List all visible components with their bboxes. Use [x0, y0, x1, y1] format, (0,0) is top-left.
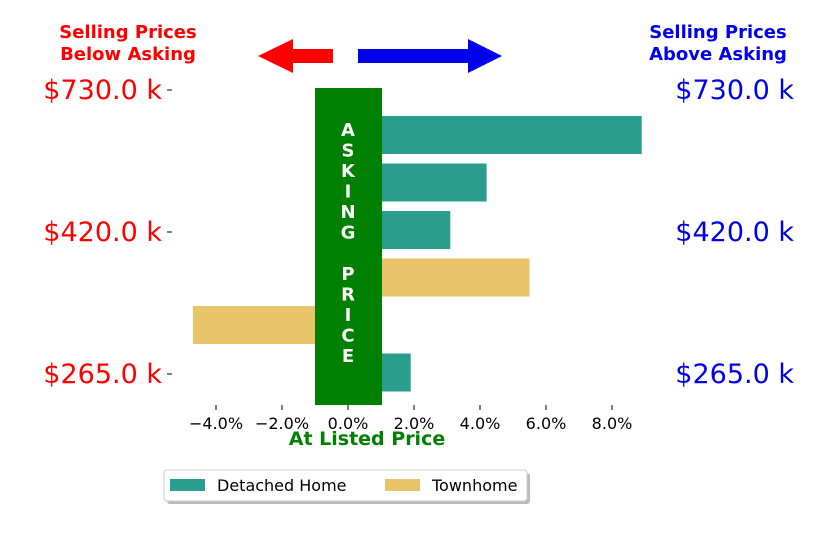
price-label-left: $265.0 k	[43, 359, 162, 390]
above-asking-title-line2: Above Asking	[649, 44, 787, 65]
asking-letter: P	[341, 264, 354, 285]
asking-letter: C	[341, 326, 354, 347]
asking-letter: S	[342, 141, 355, 162]
asking-letter: E	[342, 346, 354, 367]
legend-swatch	[170, 479, 205, 491]
x-tick-label: 8.0%	[592, 414, 633, 433]
x-tick-label: −2.0%	[255, 414, 309, 433]
below-asking-title-line1: Selling Prices	[59, 22, 196, 43]
asking-price-band	[315, 88, 382, 405]
asking-letter: I	[345, 182, 352, 203]
x-tick-label: −4.0%	[189, 414, 243, 433]
bars	[192, 116, 642, 392]
legend-label: Townhome	[431, 476, 517, 495]
bar-detached-home	[348, 116, 642, 154]
asking-letter: N	[340, 202, 355, 223]
asking-letter: I	[345, 305, 352, 326]
asking-letter: K	[341, 161, 356, 182]
x-axis-ticks: −4.0% −2.0% 0.0% 2.0% 4.0% 6.0% 8.0%	[189, 405, 632, 433]
x-tick-label: 6.0%	[526, 414, 567, 433]
left-arrow-icon	[258, 39, 333, 73]
price-label-left: $730.0 k	[43, 75, 162, 106]
asking-letter: A	[341, 120, 355, 141]
price-label-right: $265.0 k	[675, 359, 794, 390]
right-arrow-icon	[358, 39, 502, 73]
legend-label: Detached Home	[217, 476, 347, 495]
price-labels-right: $730.0 k $420.0 k $265.0 k	[675, 75, 794, 390]
below-asking-title-line2: Below Asking	[60, 44, 196, 65]
x-tick-label: 4.0%	[460, 414, 501, 433]
asking-letter: G	[341, 223, 356, 244]
price-label-right: $420.0 k	[675, 217, 794, 248]
price-labels-left: $730.0 k $420.0 k $265.0 k	[43, 75, 172, 390]
above-asking-title-line1: Selling Prices	[649, 22, 786, 43]
x-tick-label: 2.0%	[394, 414, 435, 433]
x-tick-label: 0.0%	[328, 414, 369, 433]
legend: Detached Home Townhome	[163, 469, 530, 504]
price-label-left: $420.0 k	[43, 217, 162, 248]
legend-swatch	[385, 479, 420, 491]
x-axis-label: At Listed Price	[289, 428, 445, 450]
asking-letter: R	[341, 285, 355, 306]
price-label-right: $730.0 k	[675, 75, 794, 106]
